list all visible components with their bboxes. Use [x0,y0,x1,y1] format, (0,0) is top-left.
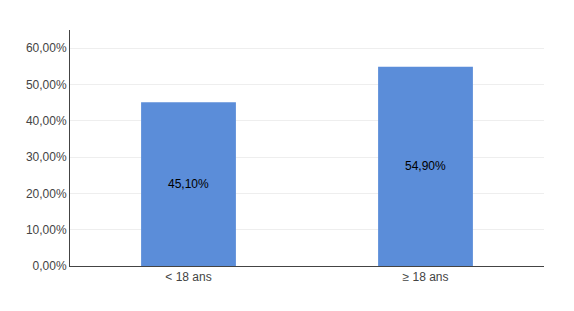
svg-text:20,00%: 20,00% [26,187,67,201]
svg-text:60,00%: 60,00% [26,41,67,55]
svg-text:40,00%: 40,00% [26,114,67,128]
svg-text:< 18 ans: < 18 ans [165,270,211,284]
svg-text:10,00%: 10,00% [26,223,67,237]
svg-text:30,00%: 30,00% [26,150,67,164]
svg-text:50,00%: 50,00% [26,78,67,92]
svg-text:54,90%: 54,90% [405,159,446,173]
svg-text:≥ 18 ans: ≥ 18 ans [403,270,449,284]
svg-text:0,00%: 0,00% [33,259,67,273]
svg-text:45,10%: 45,10% [168,177,209,191]
